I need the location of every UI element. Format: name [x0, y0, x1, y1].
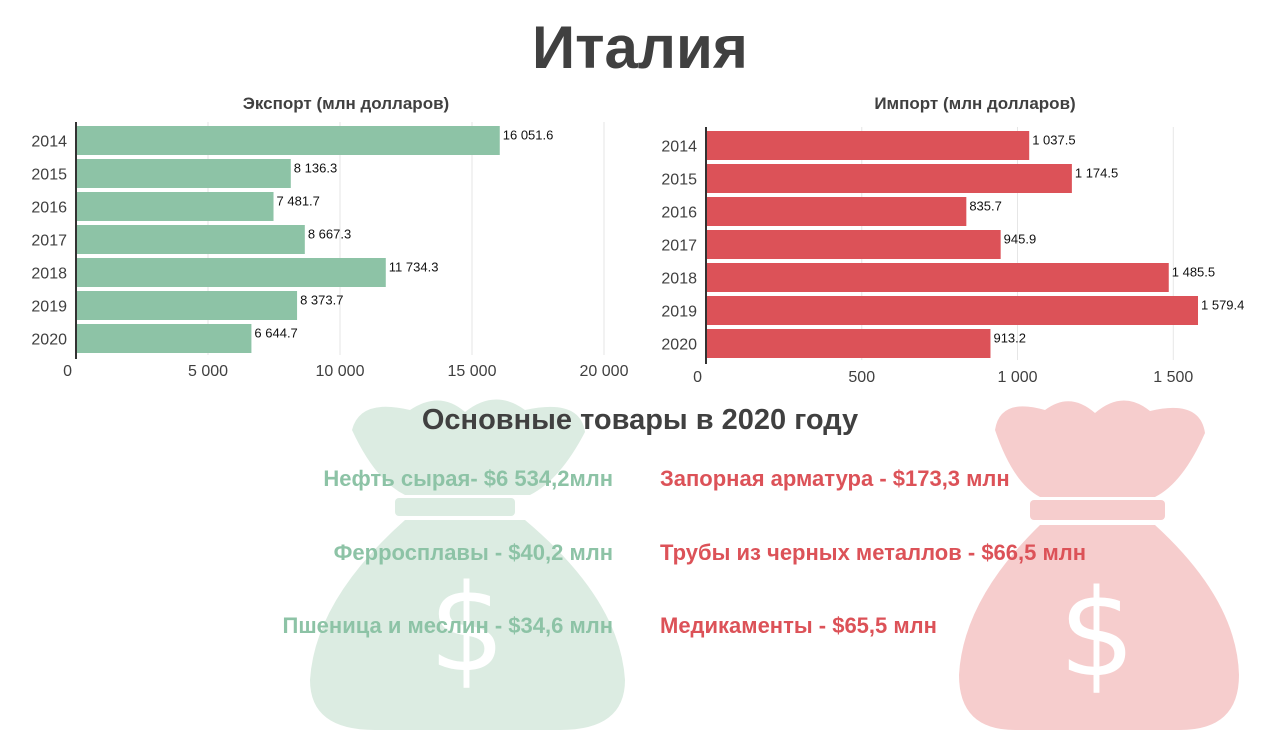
bar	[76, 291, 298, 320]
x-tick-label: 10 000	[316, 363, 365, 380]
money-bag-icon: $	[310, 399, 625, 730]
chart-title: Импорт (млн долларов)	[874, 94, 1075, 113]
category-label: 2019	[661, 304, 697, 321]
category-label: 2016	[661, 205, 697, 222]
bar	[706, 197, 967, 226]
data-label: 1 037.5	[1032, 133, 1075, 148]
data-label: 1 579.4	[1201, 298, 1244, 313]
data-label: 835.7	[969, 199, 1002, 214]
category-label: 2015	[31, 167, 67, 184]
charts-container: Экспорт (млн долларов) 0 5 000 10 000 15 000…	[31, 94, 1244, 386]
bar	[706, 164, 1072, 193]
goods-heading: Основные товары в 2020 году	[421, 404, 859, 436]
bar	[76, 225, 305, 254]
chart-title: Экспорт (млн долларов)	[243, 94, 449, 113]
x-tick-label: 500	[848, 369, 875, 386]
x-tick-label: 1 000	[997, 369, 1037, 386]
x-tick-label: 0	[693, 369, 702, 386]
category-label: 2019	[31, 299, 67, 316]
data-label: 8 136.3	[294, 161, 337, 176]
bar	[76, 126, 500, 155]
category-label: 2018	[31, 266, 67, 283]
export-good-1: Нефть сырая- $6 534,2млн	[323, 466, 613, 491]
data-label: 945.9	[1004, 232, 1037, 247]
x-tick-label: 5 000	[188, 363, 228, 380]
data-label: 1 485.5	[1172, 265, 1215, 280]
import-good-2: Трубы из черных металлов - $66,5 млн	[660, 540, 1087, 565]
x-tick-label: 0	[63, 363, 72, 380]
category-label: 2014	[661, 139, 697, 156]
x-tick-label: 1 500	[1153, 369, 1193, 386]
data-label: 16 051.6	[503, 128, 554, 143]
bar	[706, 131, 1030, 160]
svg-text:$: $	[1059, 565, 1135, 704]
category-label: 2017	[31, 233, 67, 250]
export-chart: Экспорт (млн долларов) 0 5 000 10 000 15 000…	[31, 94, 628, 380]
data-label: 11 734.3	[389, 260, 439, 275]
export-good-3: Пшеница и меслин - $34,6 млн	[282, 613, 613, 638]
export-good-2: Ферросплавы - $40,2 млн	[333, 540, 613, 565]
data-label: 1 174.5	[1075, 166, 1118, 181]
category-label: 2014	[31, 134, 67, 151]
category-label: 2015	[661, 172, 697, 189]
data-label: 8 373.7	[300, 293, 343, 308]
x-tick-label: 20 000	[580, 363, 629, 380]
bar	[76, 258, 386, 287]
category-label: 2016	[31, 200, 67, 217]
data-label: 913.2	[993, 331, 1026, 346]
category-label: 2020	[661, 337, 697, 354]
bar	[706, 329, 991, 358]
bar	[76, 159, 291, 188]
import-chart: Импорт (млн долларов) 0 500 1 000 1 500 2014 1…	[661, 94, 1244, 386]
bar	[706, 263, 1169, 292]
bar	[76, 324, 252, 353]
category-label: 2018	[661, 271, 697, 288]
data-label: 6 644.7	[254, 326, 297, 341]
import-good-3: Медикаменты - $65,5 млн	[660, 613, 937, 638]
import-good-1: Запорная арматура - $173,3 млн	[660, 466, 1010, 491]
bar	[706, 296, 1199, 325]
money-bag-icon: $	[959, 400, 1239, 730]
category-label: 2020	[31, 332, 67, 349]
svg-text:$: $	[429, 560, 505, 699]
bar	[76, 192, 274, 221]
bar	[706, 230, 1001, 259]
data-label: 7 481.7	[277, 194, 320, 209]
data-label: 8 667.3	[308, 227, 351, 242]
x-tick-label: 15 000	[448, 363, 497, 380]
category-label: 2017	[661, 238, 697, 255]
page-title: Италия	[532, 14, 748, 81]
